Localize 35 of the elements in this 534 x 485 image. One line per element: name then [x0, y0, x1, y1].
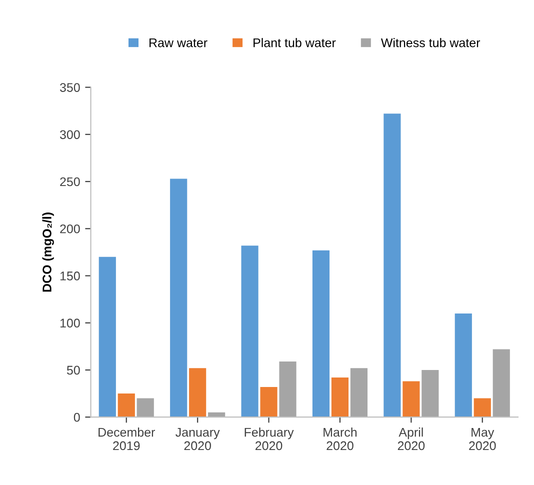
x-tick-label: March 2020	[324, 428, 357, 450]
y-tick-label: 0	[74, 412, 80, 422]
x-tick-label: May 2020	[469, 428, 496, 450]
legend-label: Witness tub water	[380, 38, 480, 48]
x-tick-label: February 2020	[244, 428, 294, 450]
bar	[136, 398, 154, 418]
bar	[402, 381, 420, 418]
bar	[189, 368, 206, 418]
legend-label: Raw water	[150, 38, 208, 48]
bar	[384, 114, 401, 418]
bar	[331, 378, 349, 418]
y-tick-label: 300	[60, 130, 80, 140]
x-tick-label: December 2019	[98, 428, 156, 450]
bar	[118, 394, 135, 418]
bar	[279, 362, 296, 418]
bar	[312, 250, 330, 418]
legend-label: Plant tub water	[254, 38, 336, 48]
y-tick-label: 200	[60, 224, 80, 234]
bar	[98, 256, 116, 418]
bar	[350, 368, 368, 418]
bar	[492, 349, 510, 418]
bar	[260, 386, 278, 418]
bar	[454, 313, 472, 418]
y-tick-label: 100	[60, 318, 80, 328]
bar	[170, 178, 188, 418]
bar	[241, 246, 258, 418]
y-tick-label: 250	[60, 177, 80, 186]
x-tick-label: January 2020	[176, 428, 220, 450]
y-tick-label: 150	[60, 272, 80, 280]
y-axis-title: DCO (mgO₂/l)	[42, 212, 54, 292]
bar	[422, 370, 439, 418]
bar	[474, 398, 491, 418]
y-tick-label: 50	[66, 366, 80, 375]
y-tick-label: 350	[60, 83, 80, 92]
x-tick-label: April 2020	[398, 428, 425, 450]
